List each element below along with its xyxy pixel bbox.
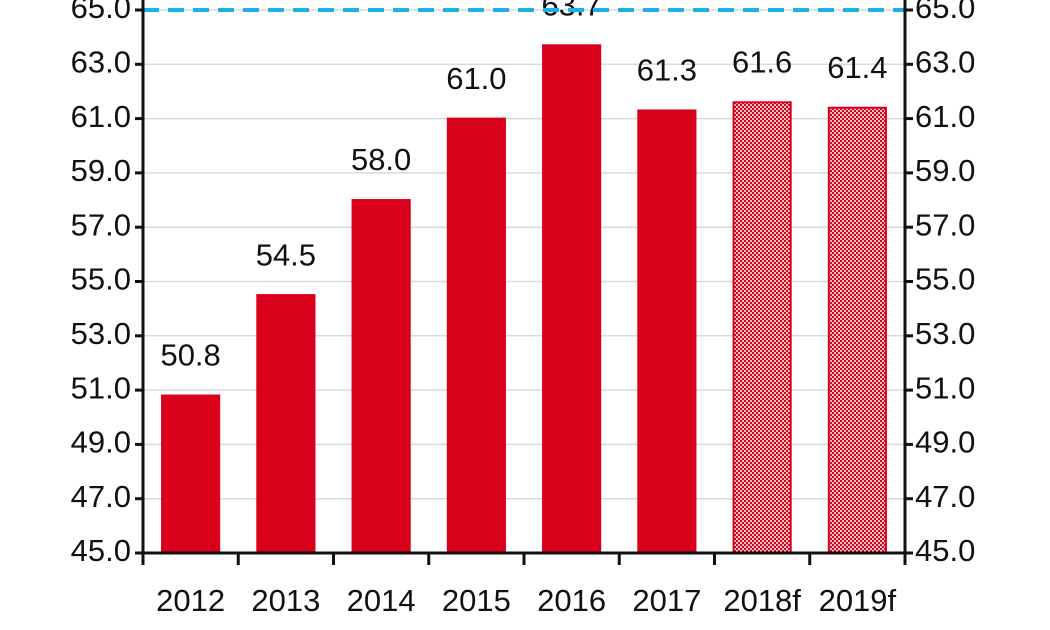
bar bbox=[446, 117, 506, 554]
value-label: 58.0 bbox=[351, 142, 411, 177]
value-label: 61.4 bbox=[827, 50, 887, 85]
x-tick-label: 2015 bbox=[442, 583, 511, 618]
bar bbox=[256, 294, 316, 554]
y-tick-label: 65.0 bbox=[71, 0, 131, 25]
value-label: 61.6 bbox=[732, 44, 792, 79]
x-tick-label: 2013 bbox=[251, 583, 320, 618]
value-label: 54.5 bbox=[256, 237, 316, 272]
y2-tick-label: 61.0 bbox=[915, 99, 975, 134]
x-tick-label: 2016 bbox=[537, 583, 606, 618]
y-tick-label: 61.0 bbox=[71, 99, 131, 134]
x-tick-label: 2017 bbox=[632, 583, 701, 618]
y2-tick-label: 49.0 bbox=[915, 425, 975, 460]
y-tick-label: 55.0 bbox=[71, 262, 131, 297]
value-label: 61.0 bbox=[446, 61, 506, 96]
y2-tick-label: 59.0 bbox=[915, 153, 975, 188]
y-tick-label: 57.0 bbox=[71, 207, 131, 242]
bar bbox=[637, 109, 697, 555]
y2-tick-label: 65.0 bbox=[915, 0, 975, 25]
y2-tick-label: 53.0 bbox=[915, 316, 975, 351]
bar bbox=[161, 394, 221, 554]
bar bbox=[732, 101, 792, 554]
y2-tick-label: 45.0 bbox=[915, 533, 975, 568]
value-label: 61.3 bbox=[637, 53, 697, 88]
y2-tick-label: 57.0 bbox=[915, 207, 975, 242]
value-label: 50.8 bbox=[160, 338, 220, 373]
x-tick-label: 2018f bbox=[723, 583, 801, 618]
bar bbox=[542, 44, 602, 554]
y-tick-label: 63.0 bbox=[71, 44, 131, 79]
y-tick-label: 51.0 bbox=[71, 370, 131, 405]
y-tick-label: 47.0 bbox=[71, 479, 131, 514]
y-tick-label: 53.0 bbox=[71, 316, 131, 351]
bar bbox=[351, 199, 411, 555]
y2-tick-label: 47.0 bbox=[915, 479, 975, 514]
y2-tick-label: 51.0 bbox=[915, 370, 975, 405]
x-tick-label: 2019f bbox=[819, 583, 897, 618]
y-tick-label: 45.0 bbox=[71, 533, 131, 568]
x-tick-label: 2012 bbox=[156, 583, 225, 618]
bar bbox=[827, 106, 887, 555]
y2-tick-label: 63.0 bbox=[915, 44, 975, 79]
x-tick-label: 2014 bbox=[347, 583, 416, 618]
y-tick-label: 49.0 bbox=[71, 425, 131, 460]
y2-tick-label: 55.0 bbox=[915, 262, 975, 297]
y-tick-label: 59.0 bbox=[71, 153, 131, 188]
